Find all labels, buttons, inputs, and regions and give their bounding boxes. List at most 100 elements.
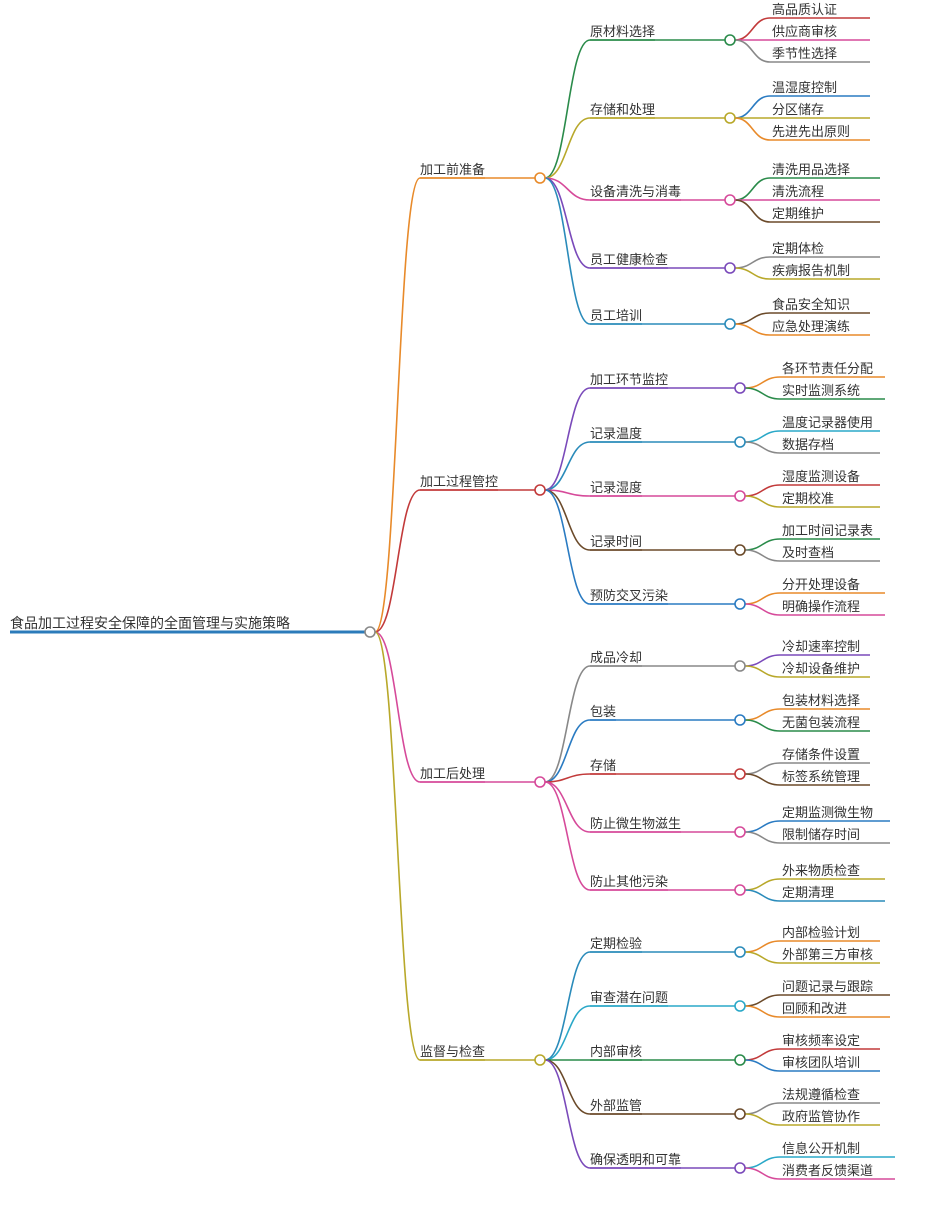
leaf-label: 定期体检 bbox=[772, 241, 824, 256]
leaf-label: 存储条件设置 bbox=[782, 747, 860, 762]
node-label: 外部监管 bbox=[590, 1098, 642, 1113]
edge bbox=[745, 593, 780, 604]
node-label: 记录时间 bbox=[590, 534, 642, 549]
leaf-label: 标签系统管理 bbox=[782, 769, 860, 784]
edge bbox=[735, 200, 770, 222]
leaf-label: 定期清理 bbox=[782, 885, 834, 900]
node-label: 记录湿度 bbox=[590, 480, 642, 495]
edge bbox=[745, 1168, 780, 1179]
edge bbox=[745, 604, 780, 615]
edge bbox=[735, 178, 770, 200]
edge bbox=[745, 1103, 780, 1114]
node-circle bbox=[735, 827, 745, 837]
leaf-label: 定期监测微生物 bbox=[782, 805, 873, 820]
edge bbox=[735, 268, 770, 279]
edge bbox=[745, 821, 780, 832]
edge bbox=[745, 1157, 780, 1168]
edge bbox=[545, 782, 590, 832]
edge bbox=[745, 1006, 780, 1017]
node-label: 设备清洗与消毒 bbox=[590, 184, 681, 199]
edge bbox=[745, 442, 780, 453]
edge bbox=[745, 774, 780, 785]
leaf-label: 季节性选择 bbox=[772, 46, 837, 61]
node-circle bbox=[735, 599, 745, 609]
leaf-label: 食品安全知识 bbox=[772, 297, 850, 312]
node-circle bbox=[365, 627, 375, 637]
edge bbox=[745, 890, 780, 901]
leaf-label: 应急处理演练 bbox=[772, 319, 850, 334]
leaf-label: 定期校准 bbox=[782, 491, 834, 506]
edge bbox=[735, 40, 770, 62]
node-label: 加工后处理 bbox=[420, 766, 485, 781]
edge bbox=[735, 324, 770, 335]
node-label: 存储 bbox=[590, 758, 616, 773]
edge bbox=[375, 632, 420, 782]
node-circle bbox=[735, 437, 745, 447]
node-circle bbox=[735, 1109, 745, 1119]
edge bbox=[745, 1060, 780, 1071]
node-circle bbox=[735, 491, 745, 501]
edge bbox=[745, 763, 780, 774]
edge bbox=[745, 1114, 780, 1125]
node-circle bbox=[535, 173, 545, 183]
leaf-label: 数据存档 bbox=[782, 437, 834, 452]
leaf-label: 清洗用品选择 bbox=[772, 162, 850, 177]
leaf-label: 消费者反馈渠道 bbox=[782, 1163, 873, 1178]
leaf-label: 分开处理设备 bbox=[782, 577, 860, 592]
node-label: 成品冷却 bbox=[590, 650, 642, 665]
node-circle bbox=[535, 485, 545, 495]
edge bbox=[745, 377, 780, 388]
leaf-label: 实时监测系统 bbox=[782, 383, 860, 398]
leaf-label: 问题记录与跟踪 bbox=[782, 979, 873, 994]
edge bbox=[375, 632, 420, 1060]
edge bbox=[545, 442, 590, 490]
node-circle bbox=[735, 1163, 745, 1173]
node-label: 存储和处理 bbox=[590, 102, 655, 117]
node-circle bbox=[735, 715, 745, 725]
node-label: 内部审核 bbox=[590, 1044, 642, 1059]
edge bbox=[745, 485, 780, 496]
leaf-label: 明确操作流程 bbox=[782, 599, 860, 614]
node-circle bbox=[725, 263, 735, 273]
edge bbox=[745, 431, 780, 442]
leaf-label: 外来物质检查 bbox=[782, 863, 860, 878]
leaf-label: 审核团队培训 bbox=[782, 1055, 860, 1070]
leaf-label: 温湿度控制 bbox=[772, 80, 837, 95]
leaf-label: 法规遵循检查 bbox=[782, 1087, 860, 1102]
node-label: 监督与检查 bbox=[420, 1044, 485, 1059]
leaf-label: 分区储存 bbox=[772, 102, 824, 117]
node-circle bbox=[735, 383, 745, 393]
leaf-label: 加工时间记录表 bbox=[782, 523, 873, 538]
edge bbox=[545, 952, 590, 1060]
leaf-label: 疾病报告机制 bbox=[772, 263, 850, 278]
leaf-label: 高品质认证 bbox=[772, 2, 837, 17]
node-label: 防止其他污染 bbox=[590, 874, 668, 889]
node-label: 员工培训 bbox=[590, 308, 642, 323]
edge bbox=[745, 832, 780, 843]
edge bbox=[745, 941, 780, 952]
leaf-label: 及时查档 bbox=[782, 545, 834, 560]
leaf-label: 冷却设备维护 bbox=[782, 661, 860, 676]
node-label: 确保透明和可靠 bbox=[590, 1152, 681, 1167]
node-circle bbox=[725, 195, 735, 205]
leaf-label: 政府监管协作 bbox=[782, 1109, 860, 1124]
edge bbox=[375, 490, 420, 632]
leaf-label: 包装材料选择 bbox=[782, 693, 860, 708]
node-label: 审查潜在问题 bbox=[590, 990, 668, 1005]
leaf-label: 清洗流程 bbox=[772, 184, 824, 199]
leaf-label: 各环节责任分配 bbox=[782, 361, 873, 376]
leaf-label: 回顾和改进 bbox=[782, 1001, 847, 1016]
node-label: 加工前准备 bbox=[420, 162, 485, 177]
leaf-label: 信息公开机制 bbox=[782, 1141, 860, 1156]
edge bbox=[745, 550, 780, 561]
mindmap-canvas: 食品加工过程安全保障的全面管理与实施策略加工前准备原材料选择高品质认证供应商审核… bbox=[0, 0, 944, 1205]
edge bbox=[745, 995, 780, 1006]
node-label: 原材料选择 bbox=[590, 24, 655, 39]
leaf-label: 湿度监测设备 bbox=[782, 469, 860, 484]
edge bbox=[745, 496, 780, 507]
edge bbox=[735, 18, 770, 40]
node-circle bbox=[735, 1001, 745, 1011]
edge bbox=[745, 655, 780, 666]
edge bbox=[545, 40, 590, 178]
edge bbox=[545, 1006, 590, 1060]
